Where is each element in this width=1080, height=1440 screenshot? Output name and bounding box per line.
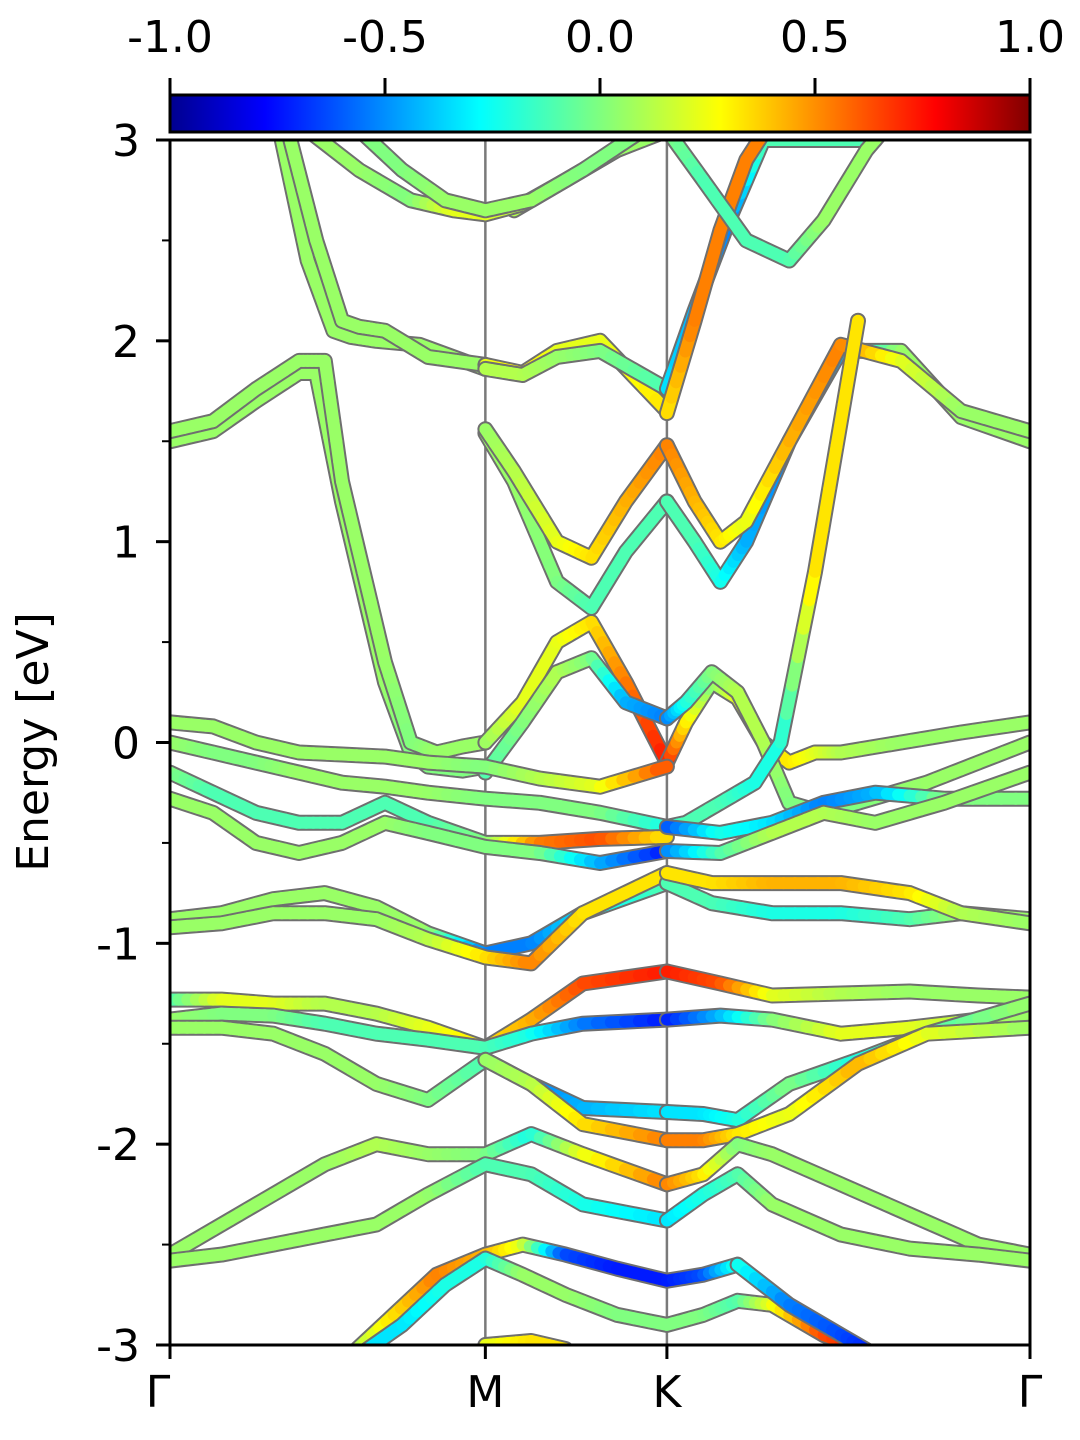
band-series bbox=[358, 140, 643, 219]
y-axis-ticks: 3 2 1 0 -1 -2 -3 bbox=[96, 116, 170, 1372]
colorbar-ticks: -1.0 -0.5 0.0 0.5 1.0 bbox=[127, 12, 1065, 95]
band-segment bbox=[867, 1352, 876, 1355]
band-segment bbox=[1006, 1021, 1030, 1035]
band-segment bbox=[1012, 716, 1030, 731]
band-series bbox=[477, 650, 675, 781]
band-segment bbox=[844, 314, 864, 369]
band-segment bbox=[645, 140, 659, 143]
band-series bbox=[170, 734, 675, 835]
bands bbox=[170, 140, 1030, 1355]
band-segment bbox=[1012, 431, 1030, 448]
band-segment bbox=[870, 1352, 876, 1355]
band-series bbox=[170, 1126, 675, 1263]
band-segment bbox=[816, 482, 836, 536]
band-segment bbox=[554, 1341, 571, 1345]
band-segment bbox=[809, 524, 829, 578]
band-series bbox=[170, 352, 494, 761]
band-segment bbox=[363, 1344, 370, 1345]
colorbar: -1.0 -0.5 0.0 0.5 1.0 bbox=[127, 12, 1065, 134]
y-tick-label: 1 bbox=[112, 518, 140, 569]
band-series bbox=[658, 963, 1030, 1006]
band-series bbox=[477, 614, 675, 771]
band-series bbox=[658, 1166, 1030, 1269]
band-series bbox=[658, 1136, 1030, 1263]
band-segment bbox=[616, 140, 638, 150]
band-series bbox=[477, 421, 675, 566]
band-series bbox=[170, 1156, 675, 1269]
band-segment bbox=[649, 760, 673, 776]
band-segment bbox=[1006, 997, 1030, 1015]
x-tick-label: M bbox=[466, 1367, 504, 1418]
band-segment bbox=[858, 1342, 870, 1345]
band-series bbox=[658, 1019, 1030, 1149]
colorbar-tick-label: -0.5 bbox=[342, 12, 428, 63]
band-segment bbox=[1009, 766, 1030, 784]
y-tick-label: 0 bbox=[112, 719, 140, 770]
band-series bbox=[658, 764, 1030, 861]
band-series bbox=[729, 1256, 876, 1355]
band-segment bbox=[1012, 915, 1030, 930]
y-tick-label: -2 bbox=[96, 1120, 140, 1171]
band-segment bbox=[853, 1342, 866, 1345]
y-tick-label: -3 bbox=[96, 1321, 140, 1372]
colorbar-tick-label: 0.0 bbox=[565, 12, 635, 63]
band-series bbox=[658, 865, 1030, 932]
band-series bbox=[477, 1051, 675, 1149]
colorbar-tick-label: 0.5 bbox=[780, 12, 850, 63]
band-series bbox=[282, 140, 494, 373]
band-series bbox=[359, 1250, 876, 1355]
band-series bbox=[658, 784, 1030, 841]
band-series bbox=[170, 1005, 675, 1056]
x-tick-label: Γ bbox=[146, 1367, 171, 1418]
band-series bbox=[477, 342, 675, 397]
x-tick-label: K bbox=[652, 1367, 682, 1418]
band-segment bbox=[646, 140, 660, 143]
band-segment bbox=[830, 398, 850, 453]
y-tick-label: 3 bbox=[112, 116, 140, 167]
band-segment bbox=[548, 1340, 566, 1345]
y-axis-label: Energy [eV] bbox=[8, 612, 59, 872]
band-series bbox=[658, 336, 1030, 550]
x-tick-label: Γ bbox=[1018, 1367, 1043, 1418]
band-series bbox=[170, 790, 675, 871]
band-segment bbox=[352, 1342, 363, 1345]
y-tick-label: 2 bbox=[112, 317, 140, 368]
band-segment bbox=[837, 356, 857, 411]
band-series bbox=[170, 865, 675, 972]
colorbar-tick-label: 1.0 bbox=[995, 12, 1065, 63]
y-tick-label: -1 bbox=[96, 919, 140, 970]
colorbar-tick-label: -1.0 bbox=[127, 12, 213, 63]
band-segment bbox=[823, 440, 843, 495]
band-segment bbox=[1012, 421, 1030, 438]
colorbar-gradient bbox=[168, 93, 1032, 134]
band-series bbox=[658, 140, 769, 422]
plot-area: 3 2 1 0 -1 -2 -3 Γ M K Γ bbox=[96, 116, 1043, 1418]
